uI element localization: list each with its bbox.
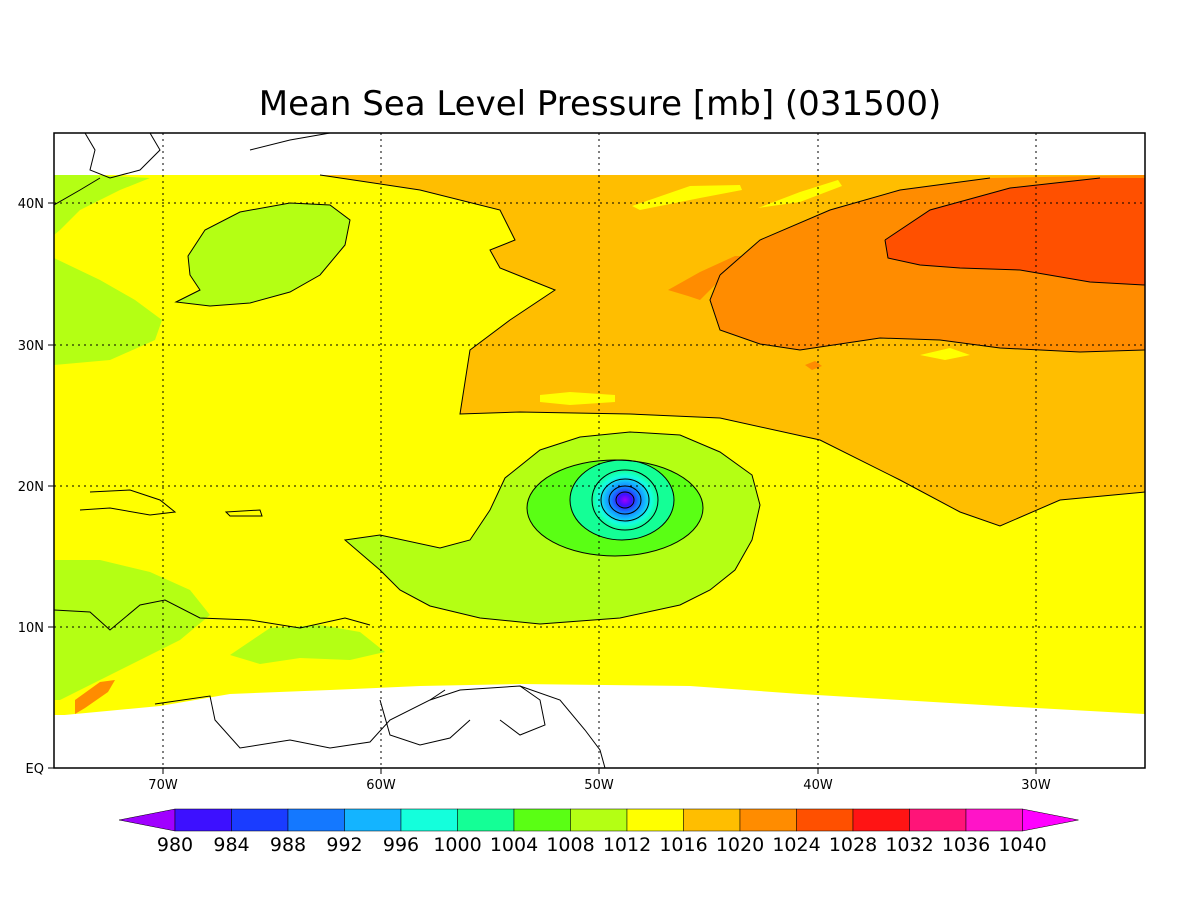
field-1008-1012-southwest [54,560,210,700]
field-1012-patch [540,392,615,405]
colorbar-label: 988 [270,834,306,856]
lat-tick-label: 10N [18,621,44,636]
colorbar-label: 1004 [490,834,538,856]
lon-tick-label: 40W [803,778,833,793]
colorbar-label: 1000 [433,834,481,856]
colorbar-swatch [683,808,741,832]
lat-tick-label: 40N [18,197,44,212]
colorbar-swatch [796,808,854,832]
colorbar-label: 980 [157,834,193,856]
colorbar-swatch [909,808,967,832]
colorbar-label: 1012 [603,834,651,856]
colorbar-label: 984 [213,834,249,856]
tick-marks [48,202,1037,774]
lat-tick-label: EQ [26,762,44,777]
lat-tick-label: 20N [18,480,44,495]
colorbar-swatch [174,808,232,832]
field-1008-1012-south [230,625,385,664]
colorbar-label: 1028 [829,834,877,856]
colorbar-label: 1008 [546,834,594,856]
colorbar-swatch [400,808,458,832]
colorbar-label: 1032 [885,834,933,856]
colorbar-swatch [570,808,628,832]
colorbar-swatch [965,808,1023,832]
graticule [54,133,1145,768]
field-1008-1012-coast [54,175,150,235]
colorbar-swatch [513,808,571,832]
coastlines [54,133,606,768]
colorbar-label: 1040 [998,834,1046,856]
colorbar-label: 1016 [659,834,707,856]
lon-tick-label: 30W [1021,778,1051,793]
colorbar-swatch [626,808,684,832]
colorbar-swatch [231,808,289,832]
colorbar-label: 1020 [716,834,764,856]
lat-tick-label: 30N [18,339,44,354]
colorbar-swatch [457,808,515,832]
field-1012-patch [758,180,842,208]
colorbar-swatch [344,808,402,832]
colorbar-swatch [287,808,345,832]
field-1020-patch [805,361,822,370]
colorbar-label: 1036 [942,834,990,856]
colorbar-label: 996 [383,834,419,856]
colorbar-swatch [852,808,910,832]
field-1008-1012-west [54,258,162,365]
field-1012-patch [920,348,970,360]
field-1020-patch [668,256,748,300]
pressure-field [54,133,1145,768]
colorbar-swatch [739,808,797,832]
colorbar-label: 992 [326,834,362,856]
colorbar-arrow-low [118,808,176,832]
field-1020-patch-sw [75,680,115,714]
colorbar-label: 1024 [772,834,820,856]
colorbar-arrow-high [1022,808,1079,832]
isobar-lines [174,174,1145,625]
map-title: Mean Sea Level Pressure [mb] (031500) [259,84,942,124]
field-1012-patch [632,185,742,210]
lon-tick-label: 70W [148,778,178,793]
colorbar: 980 984 988 992 996 1000 1004 1008 1012 1016 1020 1… [118,808,1079,856]
lon-tick-label: 50W [584,778,614,793]
field-1008-1012-north [176,203,350,306]
lon-tick-label: 60W [366,778,396,793]
